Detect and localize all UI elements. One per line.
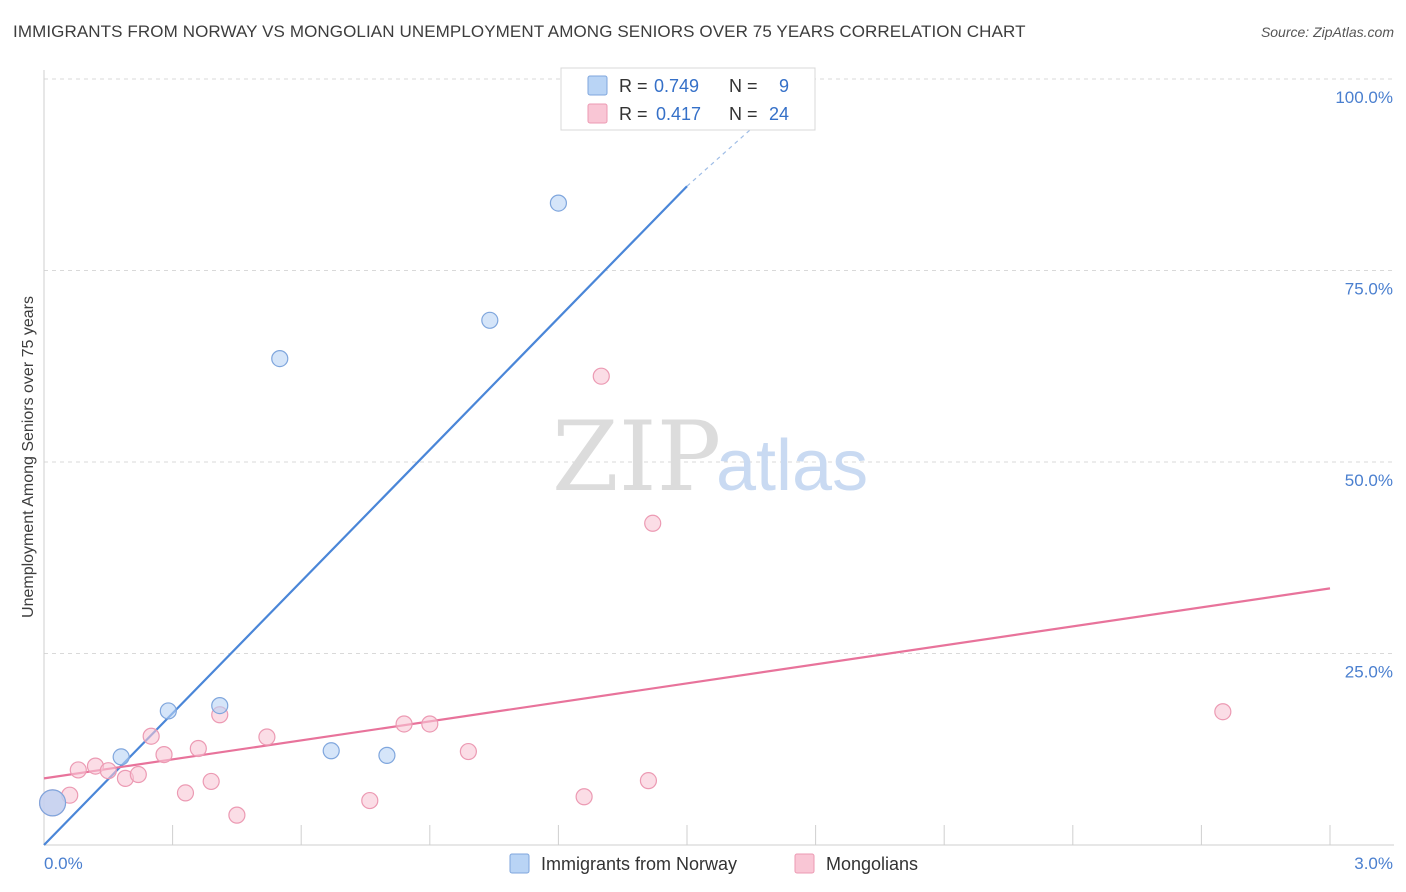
y-axis-tick-labels: 100.0% 75.0% 50.0% 25.0% xyxy=(1335,88,1393,682)
point-mongolians xyxy=(644,514,662,532)
point-norway xyxy=(549,194,568,212)
y-tick-label: 50.0% xyxy=(1345,471,1393,490)
trend-line-mongolians xyxy=(43,587,1331,780)
y-axis-title: Unemployment Among Seniors over 75 years xyxy=(20,296,37,618)
point-norway xyxy=(378,746,396,764)
legend-n-label-mongolians: N = xyxy=(729,104,758,124)
watermark-zip: ZIP xyxy=(552,401,721,513)
legend-r-label-norway: R = xyxy=(619,76,648,96)
legend: R = 0.749 N = 9 R = 0.417 N = 24 xyxy=(560,67,816,131)
point-norway xyxy=(159,702,177,720)
point-mongolians xyxy=(592,367,610,385)
y-tick-label: 75.0% xyxy=(1345,280,1393,299)
y-tick-label: 100.0% xyxy=(1335,88,1393,107)
legend-r-label-mongolians: R = xyxy=(619,104,648,124)
point-mongolians xyxy=(189,739,207,758)
trend-line-norway-extension xyxy=(686,109,774,187)
bottom-legend-swatch-mongolians xyxy=(794,853,815,874)
data-points xyxy=(38,194,1232,824)
point-mongolians xyxy=(258,728,276,746)
point-mongolians xyxy=(129,765,147,784)
legend-n-value-norway: 9 xyxy=(779,76,789,96)
point-mongolians xyxy=(575,788,593,806)
point-mongolians xyxy=(99,762,117,780)
source-label: Source: ZipAtlas.com xyxy=(1260,24,1394,40)
point-mongolians xyxy=(202,772,220,791)
bottom-legend-swatch-norway xyxy=(509,853,530,874)
legend-swatch-mongolians xyxy=(587,103,608,124)
watermark-atlas: atlas xyxy=(716,426,868,506)
point-mongolians xyxy=(176,784,195,802)
point-mongolians xyxy=(69,761,87,779)
bottom-legend: Immigrants from Norway Mongolians xyxy=(509,853,918,874)
x-tick-label-max: 3.0% xyxy=(1354,854,1393,873)
point-mongolians xyxy=(142,727,160,745)
point-mongolians xyxy=(639,772,658,790)
legend-r-value-mongolians: 0.417 xyxy=(656,104,701,124)
point-norway xyxy=(38,789,67,817)
point-mongolians xyxy=(361,791,379,810)
point-mongolians xyxy=(155,746,173,764)
legend-n-value-mongolians: 24 xyxy=(769,104,789,124)
chart-title: IMMIGRANTS FROM NORWAY VS MONGOLIAN UNEM… xyxy=(13,22,1026,41)
point-mongolians xyxy=(459,742,477,761)
point-norway xyxy=(112,748,130,766)
point-norway xyxy=(271,349,289,368)
x-tick-label-min: 0.0% xyxy=(44,854,83,873)
point-norway xyxy=(322,742,340,760)
point-norway xyxy=(211,696,229,715)
trend-line-norway xyxy=(43,185,688,846)
point-mongolians xyxy=(228,806,246,824)
legend-n-label-norway: N = xyxy=(729,76,758,96)
x-axis-tick-labels: 0.0% 3.0% xyxy=(44,854,1393,873)
point-mongolians xyxy=(421,715,439,733)
point-mongolians xyxy=(395,715,413,733)
bottom-legend-label-mongolians: Mongolians xyxy=(826,854,918,874)
bottom-legend-label-norway: Immigrants from Norway xyxy=(541,854,737,874)
y-tick-label: 25.0% xyxy=(1345,663,1393,682)
legend-swatch-norway xyxy=(587,75,608,96)
point-mongolians xyxy=(1214,703,1232,721)
point-norway xyxy=(481,311,499,329)
grid-lines xyxy=(44,78,1394,654)
axes xyxy=(43,70,1394,846)
legend-r-value-norway: 0.749 xyxy=(654,76,699,96)
x-axis-ticks xyxy=(172,825,1331,845)
